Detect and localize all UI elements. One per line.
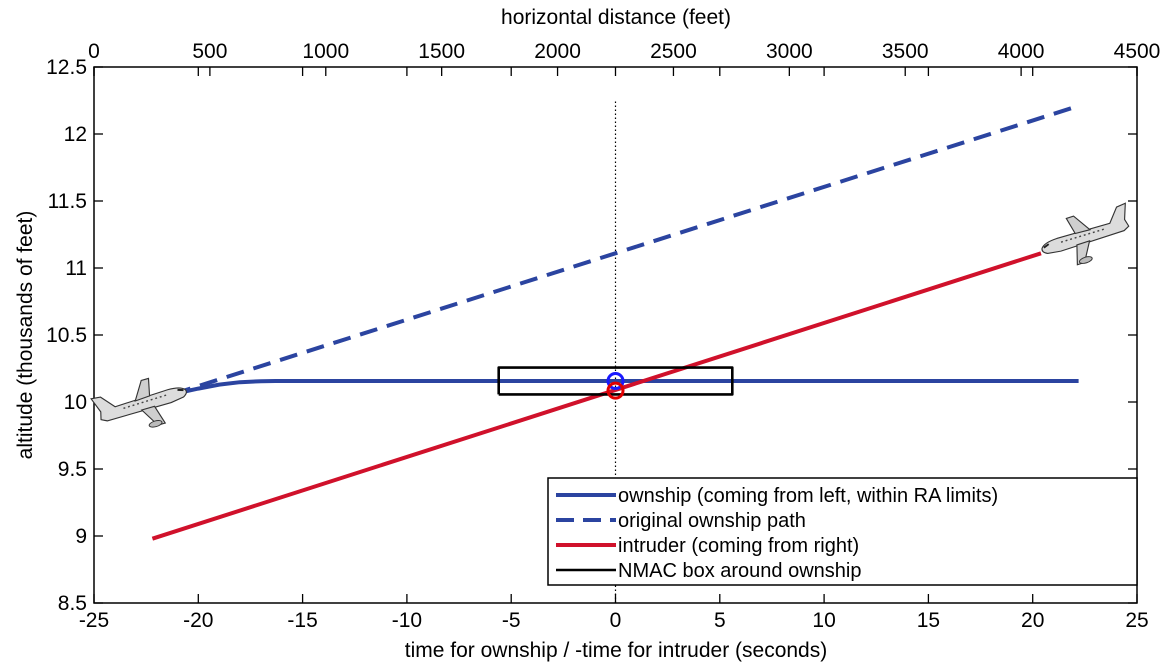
series-line-2	[172, 103, 1080, 396]
x-tick-label: -25	[79, 609, 109, 632]
x-tick-label: 10	[812, 609, 835, 632]
x-axis-label: time for ownship / -time for intruder (s…	[405, 639, 827, 662]
top-x-axis-label: horizontal distance (feet)	[501, 6, 731, 29]
y-tick-label: 10.5	[46, 324, 87, 347]
x-tick-label: 0	[610, 609, 622, 632]
top-x-tick-label: 1500	[418, 40, 465, 63]
x-tick-label: 5	[714, 609, 726, 632]
marker-circle-1	[606, 371, 625, 390]
x-tick-label: -5	[502, 609, 521, 632]
y-tick-label: 10	[64, 391, 87, 414]
x-tick-label: 25	[1125, 609, 1148, 632]
y-tick-label: 11	[65, 257, 87, 280]
top-x-tick-label: 1000	[302, 40, 349, 63]
legend-box	[547, 477, 1138, 586]
y-tick-label: 9.5	[58, 458, 87, 481]
x-tick-label: -20	[183, 609, 213, 632]
legend-label-2: original ownship path	[618, 510, 806, 532]
top-x-tick-label: 3500	[882, 40, 929, 63]
top-x-tick-label: 0	[88, 40, 100, 63]
y-axis-label: altitude (thousands of feet)	[14, 211, 37, 460]
y-tick-label: 12.5	[46, 56, 87, 79]
airplane-ownship-icon	[89, 368, 195, 443]
y-tick-label: 8.5	[58, 592, 87, 615]
y-tick-label: 11.5	[48, 190, 87, 213]
y-tick-label: 9	[75, 525, 87, 548]
x-tick-label: -10	[392, 609, 422, 632]
top-x-tick-label: 2000	[534, 40, 581, 63]
series-line-1	[172, 379, 1079, 396]
legend-label-1: ownship (coming from left, within RA lim…	[618, 485, 998, 507]
top-x-tick-label: 500	[192, 40, 227, 63]
x-tick-label: -15	[287, 609, 317, 632]
y-tick-label: 12	[64, 123, 87, 146]
series-line-4	[497, 366, 734, 396]
top-x-tick-label: 3000	[766, 40, 813, 63]
marker-circle-2	[606, 381, 625, 400]
airplane-intruder-icon	[1034, 198, 1141, 276]
top-x-tick-label: 4500	[1114, 40, 1161, 63]
x-tick-label: 20	[1021, 609, 1044, 632]
legend-label-4: NMAC box around ownship	[618, 560, 861, 582]
top-x-tick-label: 2500	[650, 40, 697, 63]
legend-label-3: intruder (coming from right)	[618, 535, 859, 557]
series-line-3	[151, 251, 1042, 541]
plot-area: -25 -20 -15 -10 -5 0 5 10 15 20 25 0 500 1000 1500 2000…	[46, 40, 1160, 632]
x-tick-label: 15	[917, 609, 940, 632]
top-x-tick-label: 4000	[998, 40, 1045, 63]
